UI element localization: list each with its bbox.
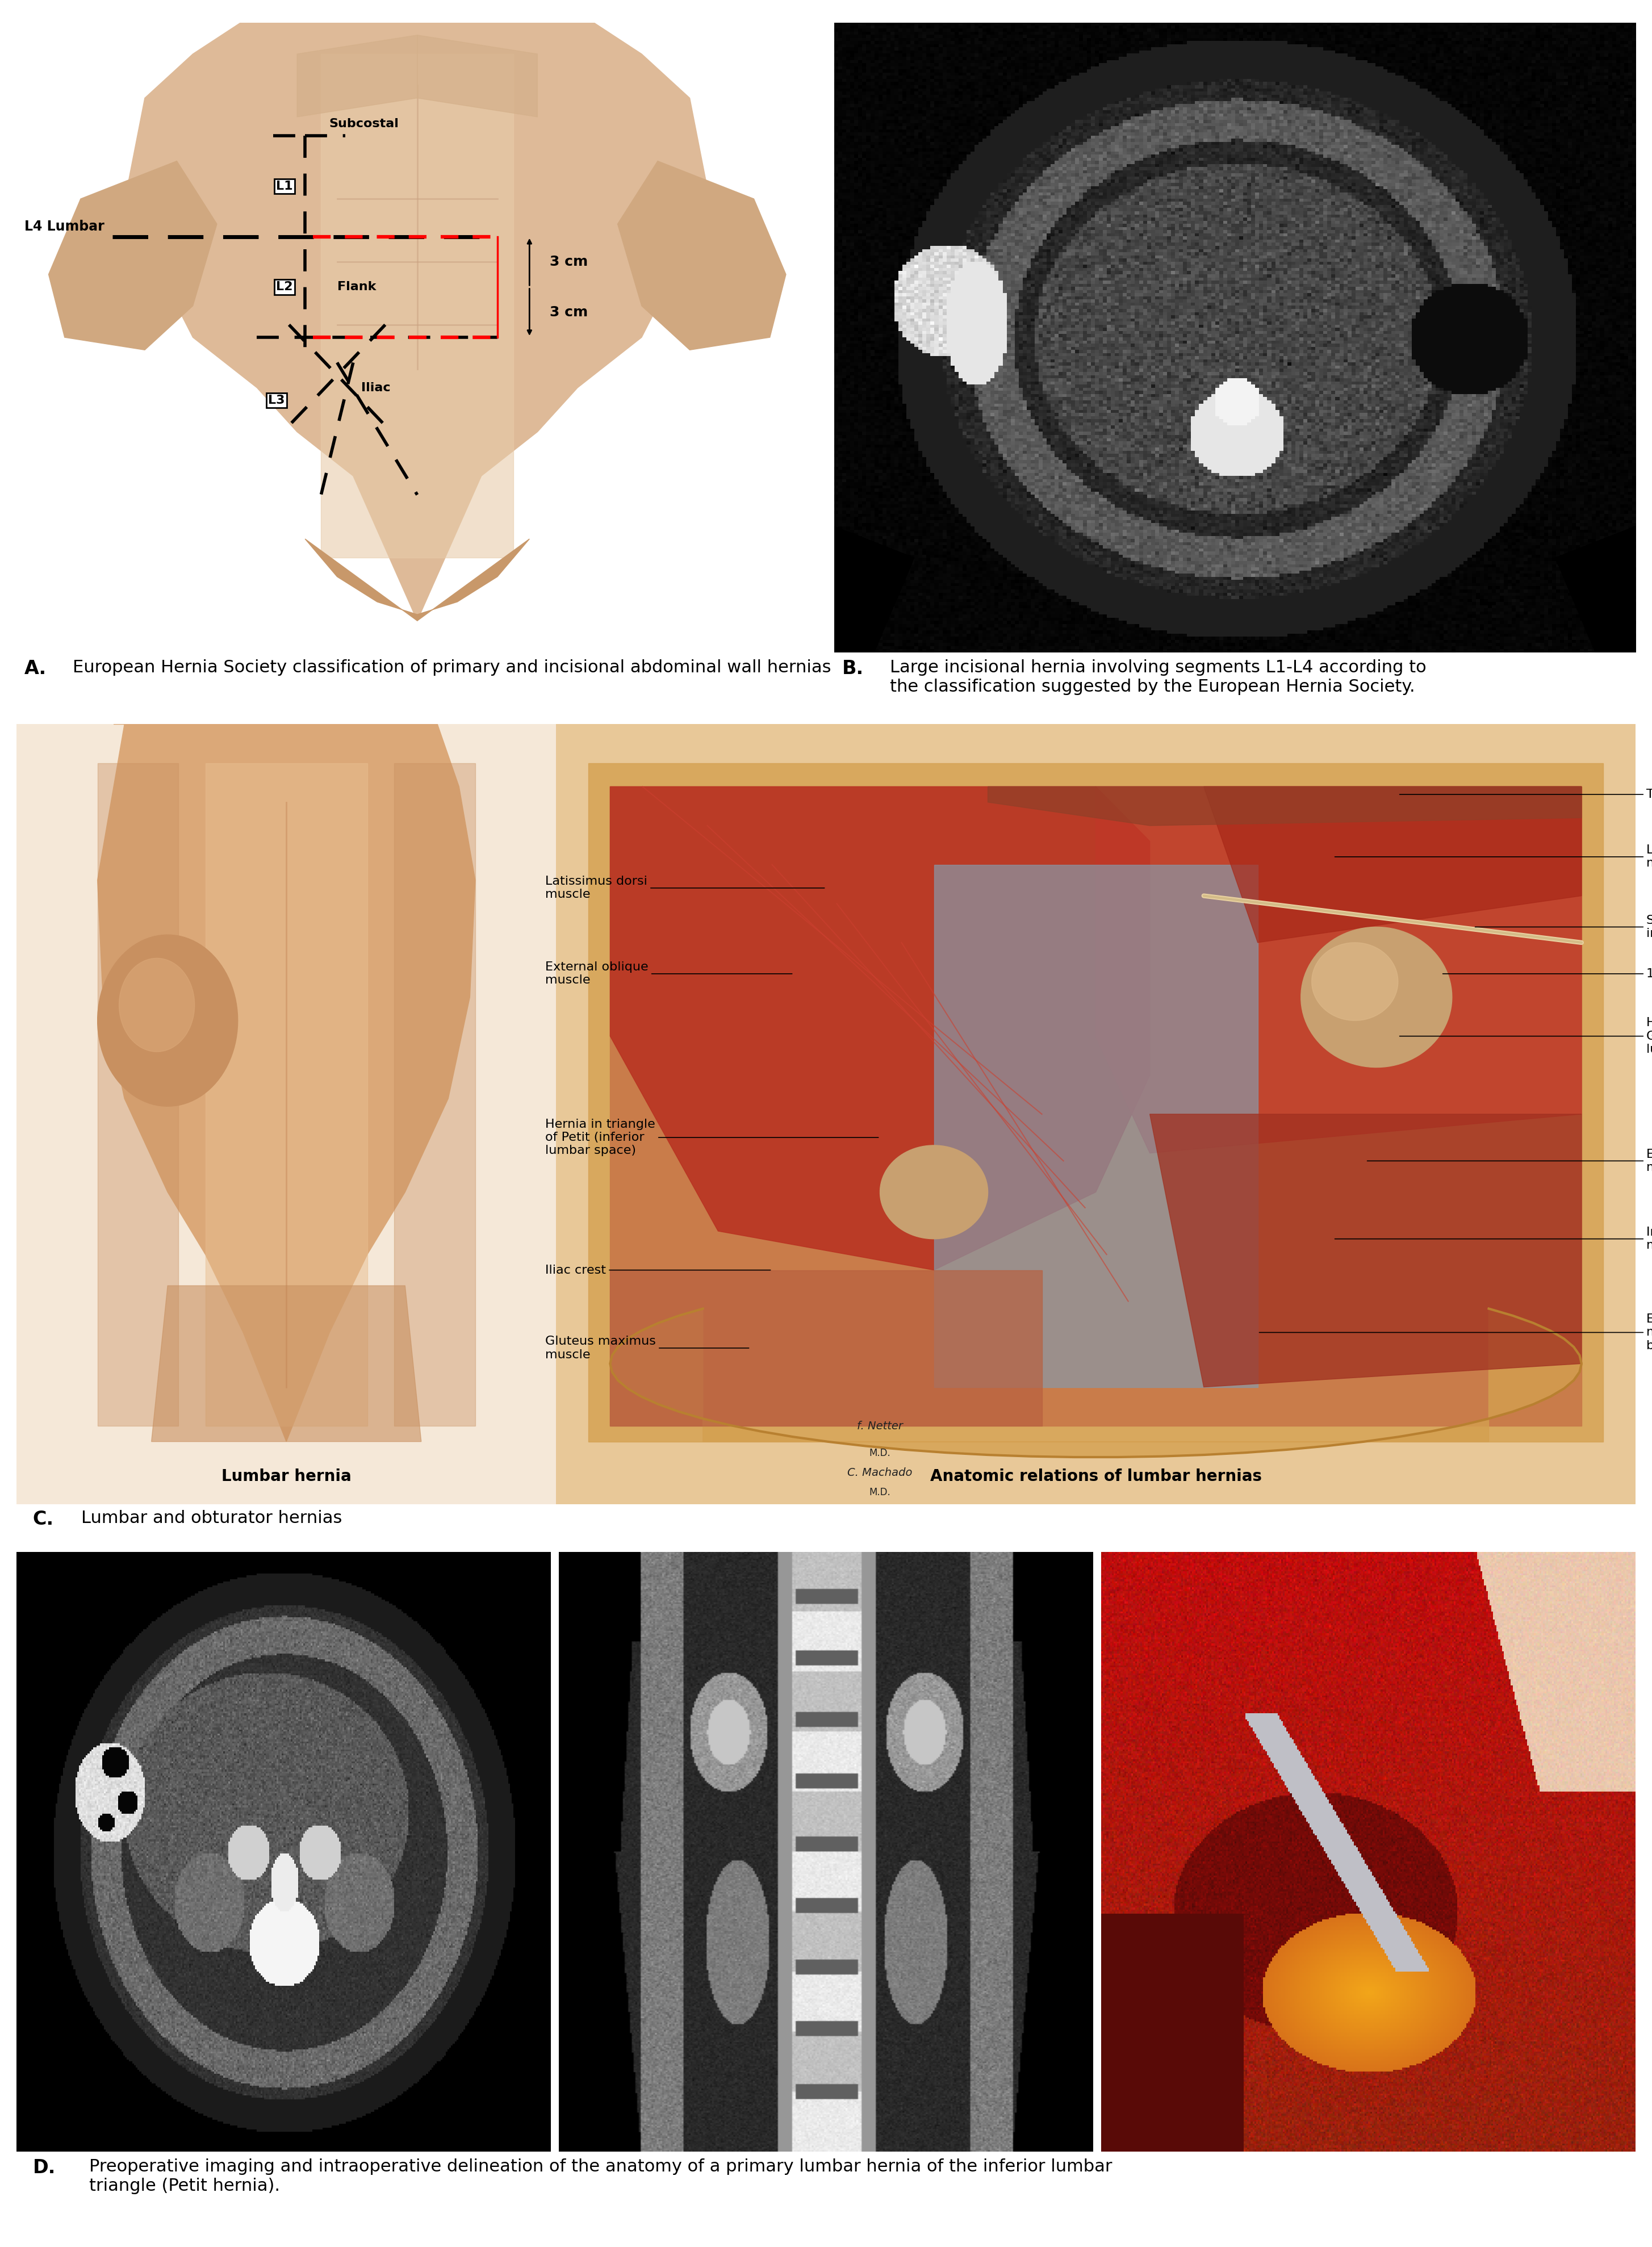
- Text: Lumbar hernia: Lumbar hernia: [221, 1470, 352, 1485]
- Polygon shape: [17, 22, 818, 652]
- Text: M.D.: M.D.: [869, 1488, 890, 1497]
- Polygon shape: [306, 539, 529, 620]
- Text: European Hernia Society classification of primary and incisional abdominal wall : European Hernia Society classification o…: [73, 658, 831, 676]
- Text: M.D.: M.D.: [869, 1449, 890, 1458]
- Text: Trapezius muscle: Trapezius muscle: [1399, 789, 1652, 800]
- Text: 3 cm: 3 cm: [550, 306, 588, 319]
- Polygon shape: [610, 786, 1581, 1427]
- Polygon shape: [205, 764, 367, 1427]
- Polygon shape: [48, 162, 216, 351]
- Text: Lumbar and obturator hernias: Lumbar and obturator hernias: [81, 1510, 342, 1526]
- Text: Hernia in triangle
of Petit (inferior
lumbar space): Hernia in triangle of Petit (inferior lu…: [545, 1119, 879, 1157]
- Polygon shape: [1095, 786, 1581, 1153]
- Text: D.: D.: [33, 2159, 56, 2177]
- Text: Iliac: Iliac: [362, 382, 390, 393]
- Text: f. Netter: f. Netter: [857, 1420, 904, 1431]
- Polygon shape: [1555, 526, 1635, 652]
- Text: C.: C.: [33, 1510, 55, 1528]
- Text: External oblique
muscle: External oblique muscle: [1368, 1148, 1652, 1173]
- Polygon shape: [119, 957, 195, 1052]
- Polygon shape: [418, 36, 537, 117]
- Polygon shape: [1150, 1115, 1581, 1386]
- Text: Latissimus dorsi
muscle: Latissimus dorsi muscle: [1335, 845, 1652, 870]
- Polygon shape: [97, 935, 238, 1106]
- Polygon shape: [97, 724, 476, 1443]
- Text: Serratus posterior
inferior muscle: Serratus posterior inferior muscle: [1475, 915, 1652, 939]
- Text: L4 Lumbar: L4 Lumbar: [25, 220, 104, 234]
- Text: C. Machado: C. Machado: [847, 1467, 912, 1479]
- Polygon shape: [320, 54, 514, 557]
- Text: Subcostal: Subcostal: [329, 119, 398, 130]
- Polygon shape: [129, 22, 705, 620]
- Polygon shape: [588, 764, 1602, 1443]
- Polygon shape: [881, 1146, 988, 1238]
- Text: 12th rib: 12th rib: [1442, 968, 1652, 980]
- Polygon shape: [610, 786, 1150, 1270]
- Polygon shape: [152, 1285, 421, 1443]
- Polygon shape: [834, 526, 914, 652]
- Polygon shape: [988, 786, 1581, 825]
- Text: B.: B.: [843, 658, 864, 679]
- Polygon shape: [1300, 928, 1452, 1067]
- Polygon shape: [1312, 941, 1398, 1020]
- Polygon shape: [610, 1270, 1042, 1427]
- Text: L3: L3: [268, 395, 286, 407]
- Text: A.: A.: [25, 658, 46, 679]
- Polygon shape: [297, 36, 418, 117]
- Text: Anatomic relations of lumbar hernias: Anatomic relations of lumbar hernias: [930, 1470, 1262, 1485]
- Polygon shape: [557, 724, 1635, 1503]
- Text: Iliac crest: Iliac crest: [545, 1265, 770, 1276]
- Polygon shape: [933, 865, 1257, 1386]
- Text: Large incisional hernia involving segments L1-L4 according to
the classification: Large incisional hernia involving segmen…: [890, 658, 1427, 694]
- Text: External oblique
muscle: External oblique muscle: [545, 962, 791, 986]
- Polygon shape: [1204, 786, 1581, 941]
- Text: L1: L1: [276, 180, 292, 191]
- Polygon shape: [395, 764, 476, 1427]
- Text: L2: L2: [276, 281, 292, 292]
- Text: Internal oblique
muscle: Internal oblique muscle: [1335, 1227, 1652, 1252]
- Text: Latissimus dorsi
muscle: Latissimus dorsi muscle: [545, 876, 824, 901]
- Text: Hernia in space of
Grynfeltt (superior
lumbar space): Hernia in space of Grynfeltt (superior l…: [1399, 1018, 1652, 1056]
- Polygon shape: [618, 162, 786, 351]
- Text: 3 cm: 3 cm: [550, 254, 588, 270]
- Text: Flank: Flank: [337, 281, 377, 292]
- Text: Preoperative imaging and intraoperative delineation of the anatomy of a primary : Preoperative imaging and intraoperative …: [89, 2159, 1112, 2193]
- Polygon shape: [17, 724, 557, 1503]
- Polygon shape: [97, 764, 178, 1427]
- Text: Gluteus maximus
muscle: Gluteus maximus muscle: [545, 1335, 748, 1359]
- Polygon shape: [610, 1308, 1581, 1456]
- Text: Erector spinae
muscle (covered
by aponeurosis): Erector spinae muscle (covered by aponeu…: [1259, 1314, 1652, 1350]
